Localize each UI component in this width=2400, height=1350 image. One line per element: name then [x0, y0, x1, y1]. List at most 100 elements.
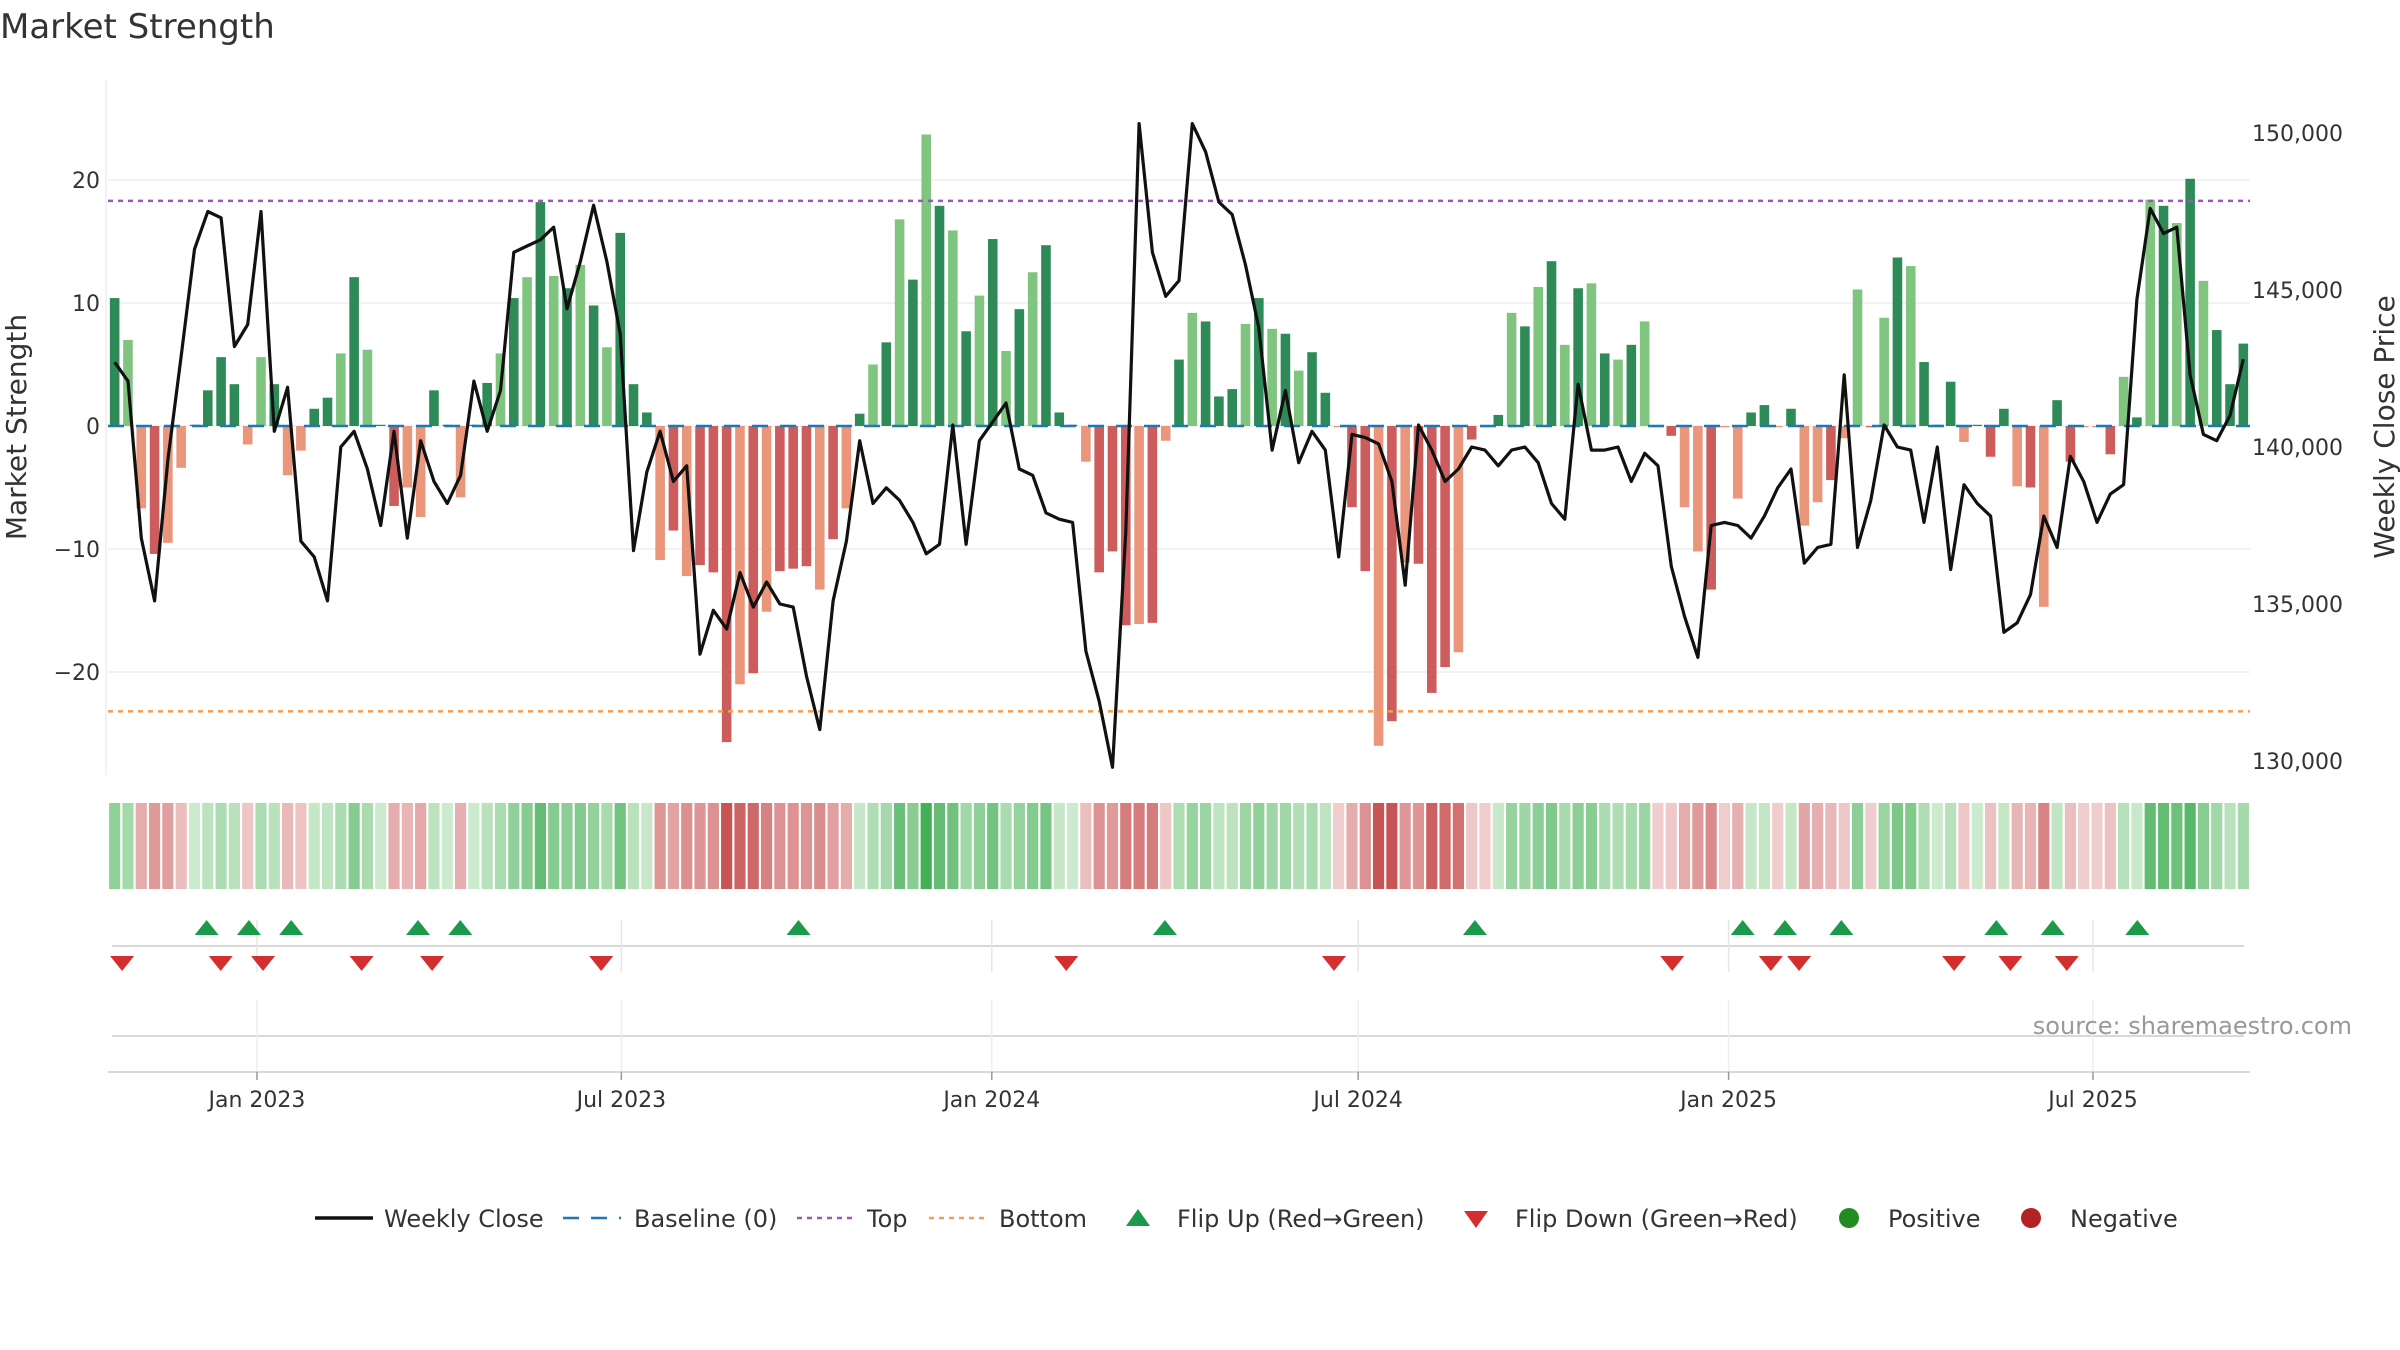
legend-label: Flip Up (Red→Green) [1177, 1205, 1425, 1233]
gridlines [105, 80, 2250, 775]
flip-up-marker [1984, 920, 2009, 935]
strength-bar [1347, 426, 1357, 508]
strength-bar [1533, 287, 1544, 426]
strength-bar [1147, 426, 1158, 623]
strength-bar [429, 390, 439, 426]
strength-bar [1240, 323, 1251, 426]
strength-bar [1413, 426, 1424, 564]
x-tick-label: Jul 2023 [575, 1088, 667, 1113]
heat-cell [1851, 803, 1864, 889]
heat-cell [1279, 803, 1292, 889]
x-tick-label: Jan 2025 [1678, 1088, 1777, 1113]
heat-cell [721, 803, 733, 889]
heat-cell [1772, 803, 1784, 889]
heat-cell [1226, 803, 1238, 889]
heat-cell [401, 803, 413, 889]
heat-cell [920, 803, 932, 889]
heat-cell [1146, 803, 1158, 889]
flip-down-marker [349, 956, 374, 971]
legend-label: Negative [2070, 1205, 2178, 1233]
strength-bars [109, 134, 2249, 746]
strength-bar [1054, 412, 1065, 426]
strength-bar [216, 357, 226, 426]
strength-bar [2211, 330, 2222, 426]
heat-cell [1213, 803, 1225, 889]
heat-cell [1984, 803, 1997, 889]
strength-bar [1546, 261, 1557, 426]
strength-bar [2198, 280, 2209, 426]
heat-cell [2011, 803, 2023, 889]
heat-cell [1333, 803, 1345, 889]
heat-cell [1093, 803, 1105, 889]
heat-cell [1718, 803, 1731, 889]
strength-bar [2065, 426, 2076, 462]
strength-bar [748, 426, 759, 674]
heat-cell [787, 803, 799, 889]
strength-bar [1826, 426, 1836, 481]
heat-cell [1040, 803, 1052, 889]
heat-cell [800, 803, 813, 889]
legend-label: Flip Down (Green→Red) [1515, 1205, 1798, 1233]
strength-bar [841, 426, 852, 509]
strength-bar [136, 426, 147, 509]
strength-bar [1307, 352, 1317, 426]
strength-bar [508, 298, 519, 426]
strength-bar [987, 239, 998, 426]
heat-cell [1080, 803, 1092, 889]
strength-bar [1626, 344, 1637, 426]
strength-bar [349, 277, 359, 426]
x-tick-label: Jul 2024 [1311, 1088, 1403, 1113]
strength-bar [921, 134, 932, 427]
heat-cell [1479, 803, 1491, 889]
strength-bar [1001, 350, 1011, 426]
right-tick-label: 140,000 [2252, 436, 2343, 461]
heat-cell [654, 803, 666, 889]
heat-cell [2224, 803, 2236, 889]
legend-label: Bottom [999, 1205, 1087, 1233]
strength-bar [1679, 426, 1690, 508]
heat-cell [867, 803, 879, 889]
strength-bar [2238, 343, 2249, 426]
strength-bar [163, 426, 173, 543]
heat-cell [1412, 803, 1425, 889]
strength-bar [1041, 245, 1051, 426]
legend-swatch-flip-down [1464, 1211, 1488, 1228]
strength-bar [1786, 408, 1796, 426]
flip-up-marker [194, 920, 219, 935]
chart-title: Market Strength [0, 7, 275, 47]
heat-cell [1319, 803, 1331, 889]
strength-bar [681, 426, 692, 577]
flip-down-marker [420, 956, 445, 971]
strength-bar [1426, 426, 1437, 693]
flip-down-marker [1758, 956, 1783, 971]
heat-cell [561, 803, 573, 889]
heat-cell [1891, 803, 1904, 889]
strength-bar [362, 349, 373, 426]
heat-cell [2038, 803, 2050, 889]
heat-cell [481, 803, 493, 889]
heat-cell [361, 803, 374, 889]
left-tick-label: −20 [54, 661, 100, 686]
heat-cell [348, 803, 360, 889]
strength-bar [721, 426, 732, 743]
legend-label: Top [866, 1205, 908, 1233]
heat-cell [2024, 803, 2037, 889]
strength-bar [1999, 408, 2009, 426]
heat-cell [2157, 803, 2170, 889]
heat-cell [1492, 803, 1504, 889]
heat-cell [1599, 803, 1611, 889]
strength-bar [1706, 426, 1716, 590]
right-tick-label: 135,000 [2252, 593, 2343, 618]
legend-swatch-negative [2021, 1208, 2041, 1228]
strength-bar [908, 279, 918, 426]
heat-cell [601, 803, 613, 889]
heat-cell [614, 803, 626, 889]
strength-bar [1200, 321, 1211, 426]
heat-cell [667, 803, 680, 889]
heat-cell [1053, 803, 1065, 889]
strength-bar [1520, 326, 1530, 426]
heat-cell [1066, 803, 1079, 889]
strength-bar [256, 357, 266, 426]
strength-bar [1254, 298, 1264, 426]
strength-bar [961, 331, 971, 426]
